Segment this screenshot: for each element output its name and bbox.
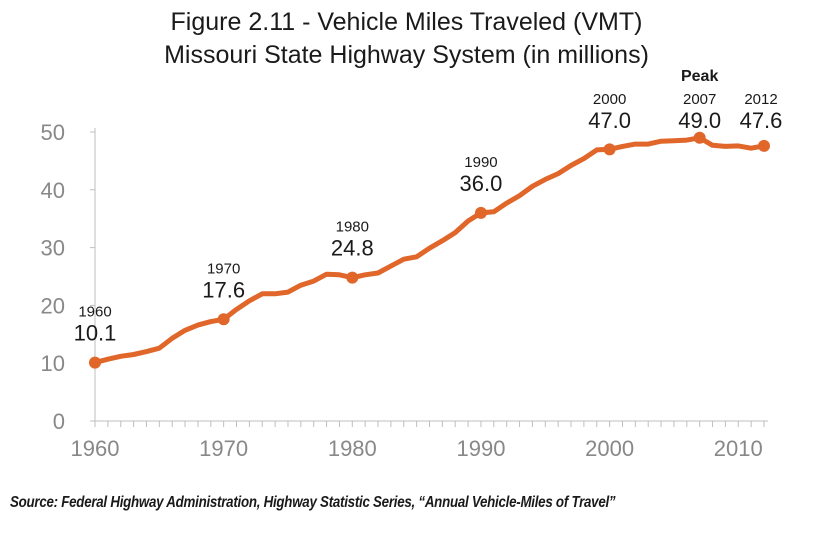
data-point-marker — [217, 313, 230, 326]
data-point-marker — [758, 139, 770, 152]
data-point-marker — [474, 206, 487, 219]
chart-title-line2: Missouri State Highway System (in millio… — [164, 41, 649, 69]
x-tick-label: 2010 — [714, 436, 763, 461]
x-tick-label: 1990 — [456, 436, 505, 461]
data-label-value: 36.0 — [460, 171, 503, 196]
data-label-value: 47.0 — [588, 108, 631, 133]
data-label-value: 49.0 — [678, 108, 721, 133]
data-label-year: 1990 — [464, 154, 497, 171]
y-tick-label: 40 — [41, 178, 65, 203]
y-tick-label: 0 — [53, 409, 65, 434]
x-tick-label: 1970 — [199, 436, 248, 461]
data-label-year: 1960 — [78, 304, 111, 321]
data-label-value: 17.6 — [202, 277, 245, 302]
peak-label: Peak — [681, 68, 718, 85]
y-tick-label: 30 — [41, 236, 65, 261]
x-tick-label: 1980 — [328, 436, 377, 461]
x-tick-label: 2000 — [585, 436, 634, 461]
data-label-year: 1970 — [207, 260, 240, 277]
y-tick-label: 50 — [41, 120, 65, 145]
data-label-year: 2007 — [683, 91, 716, 108]
y-tick-label: 10 — [41, 351, 65, 376]
chart-title-line1: Figure 2.11 - Vehicle Miles Traveled (VM… — [170, 8, 643, 36]
vmt-series-line — [92, 135, 767, 366]
data-label-value: 47.6 — [740, 108, 783, 133]
data-point-marker — [603, 143, 616, 156]
data-label-year: 1980 — [336, 219, 369, 236]
data-point-marker — [89, 356, 101, 369]
data-point-marker — [346, 271, 359, 284]
chart-title: Figure 2.11 - Vehicle Miles Traveled (VM… — [0, 6, 813, 72]
data-point-marker — [693, 131, 706, 144]
data-label-value: 10.1 — [74, 321, 117, 346]
y-tick-label: 20 — [41, 293, 65, 318]
source-note: Source: Federal Highway Administration, … — [10, 494, 616, 511]
data-label-year: 2012 — [744, 91, 777, 108]
x-tick-label: 1960 — [71, 436, 120, 461]
data-label-year: 2000 — [593, 91, 626, 108]
data-label-value: 24.8 — [331, 236, 374, 261]
